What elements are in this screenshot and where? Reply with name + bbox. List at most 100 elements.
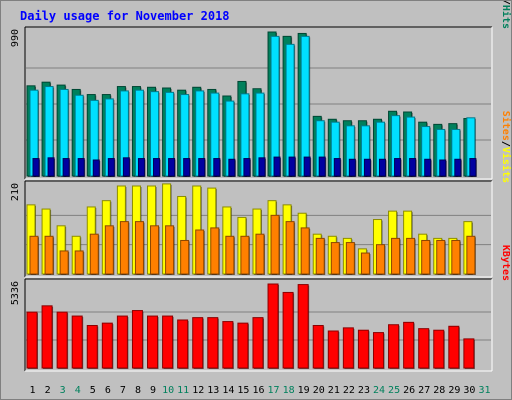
pages-bar bbox=[378, 158, 386, 177]
kbytes-bar bbox=[131, 310, 143, 369]
day-label: 6 bbox=[105, 385, 111, 396]
day-label: 5 bbox=[90, 385, 96, 396]
day-label: 24 bbox=[373, 385, 385, 396]
day-label: 29 bbox=[448, 385, 460, 396]
day-label: 23 bbox=[358, 385, 370, 396]
pages-bar bbox=[107, 158, 115, 177]
day-label: 9 bbox=[150, 385, 156, 396]
pages-bar bbox=[213, 158, 221, 177]
chart-title: Daily usage for November 2018 bbox=[20, 9, 230, 23]
sites-bar bbox=[225, 235, 235, 275]
kbytes-bar bbox=[116, 315, 128, 369]
kbytes-bar bbox=[297, 284, 309, 369]
pages-bar bbox=[77, 158, 85, 177]
pages-bar bbox=[454, 158, 462, 177]
files-bar bbox=[270, 35, 280, 177]
pages-bar bbox=[318, 156, 326, 177]
day-label: 17 bbox=[268, 385, 280, 396]
sites-bar bbox=[210, 227, 220, 275]
kbytes-bar bbox=[267, 283, 279, 369]
day-label: 12 bbox=[192, 385, 204, 396]
sites-bar bbox=[150, 225, 160, 275]
sites-bar bbox=[406, 237, 416, 275]
kbytes-bar bbox=[357, 329, 369, 369]
sites-bar bbox=[44, 235, 54, 275]
kbytes-bar bbox=[71, 315, 83, 369]
pages-bar bbox=[439, 159, 447, 177]
kbytes-bar bbox=[177, 319, 189, 369]
legend-separator: / bbox=[500, 1, 511, 5]
kbytes-legend: KBytes bbox=[500, 245, 511, 281]
kbytes-bar bbox=[312, 324, 324, 369]
legend-visits: Visits bbox=[500, 147, 511, 183]
sites-bar bbox=[345, 242, 355, 275]
files-bar bbox=[300, 35, 310, 177]
kbytes-bar bbox=[207, 317, 219, 369]
day-label: 1 bbox=[30, 385, 36, 396]
kbytes-bar bbox=[403, 321, 415, 369]
day-label: 16 bbox=[252, 385, 264, 396]
pages-bar bbox=[137, 158, 145, 177]
pages-bar bbox=[409, 158, 417, 177]
files-bar bbox=[285, 43, 295, 177]
pages-bar bbox=[228, 158, 236, 177]
sites-bar bbox=[165, 225, 175, 275]
sites-bar bbox=[119, 221, 129, 275]
sites-bar bbox=[330, 242, 340, 275]
day-label: 15 bbox=[237, 385, 249, 396]
sites-bar bbox=[391, 237, 401, 275]
kbytes-bar bbox=[388, 324, 400, 369]
day-label: 20 bbox=[313, 385, 325, 396]
pages-bar bbox=[243, 158, 251, 177]
pages-bar bbox=[348, 158, 356, 177]
day-label: 13 bbox=[207, 385, 219, 396]
day-label: 11 bbox=[177, 385, 189, 396]
kbytes-bar bbox=[372, 332, 384, 369]
pages-bar bbox=[168, 158, 176, 177]
day-label: 21 bbox=[328, 385, 340, 396]
hits-files-pages-max-label: 990 bbox=[10, 29, 21, 47]
kbytes-bar bbox=[41, 305, 53, 369]
sites-bar bbox=[74, 250, 84, 275]
sites-bar bbox=[285, 221, 295, 275]
kbytes-bar bbox=[147, 315, 159, 369]
sites-bar bbox=[104, 225, 114, 275]
sites-bar bbox=[451, 239, 461, 275]
sites-bar bbox=[315, 237, 325, 275]
pages-bar bbox=[303, 156, 311, 177]
kbytes-bar bbox=[237, 322, 249, 369]
pages-bar bbox=[47, 157, 55, 177]
day-label: 4 bbox=[75, 385, 81, 396]
day-label: 19 bbox=[298, 385, 310, 396]
hits-files-pages-legend: Pages/Files/Hits bbox=[500, 1, 511, 29]
day-label: 7 bbox=[120, 385, 126, 396]
pages-bar bbox=[122, 157, 130, 177]
legend-separator: / bbox=[500, 141, 511, 147]
sites-bar bbox=[375, 244, 385, 275]
sites-bar bbox=[29, 235, 39, 275]
sites-bar bbox=[466, 235, 476, 275]
day-label: 8 bbox=[135, 385, 141, 396]
day-label: 3 bbox=[60, 385, 66, 396]
pages-bar bbox=[424, 158, 432, 177]
sites-bar bbox=[270, 214, 280, 275]
kbytes-bar bbox=[252, 317, 264, 369]
kbytes-bar bbox=[342, 327, 354, 369]
kbytes-bar bbox=[101, 322, 113, 369]
pages-bar bbox=[62, 158, 70, 177]
pages-bar bbox=[394, 158, 402, 177]
kbytes-bar bbox=[448, 325, 460, 369]
legend-kbytes: KBytes bbox=[500, 245, 511, 281]
sites-bar bbox=[436, 239, 446, 275]
day-label: 10 bbox=[162, 385, 174, 396]
day-label: 30 bbox=[463, 385, 475, 396]
kbytes-bar bbox=[463, 338, 475, 369]
pages-bar bbox=[258, 157, 266, 177]
sites-bar bbox=[360, 252, 370, 275]
kbytes-bar bbox=[162, 315, 174, 369]
sites-bar bbox=[195, 229, 205, 275]
pages-bar bbox=[288, 156, 296, 177]
day-label: 18 bbox=[283, 385, 295, 396]
